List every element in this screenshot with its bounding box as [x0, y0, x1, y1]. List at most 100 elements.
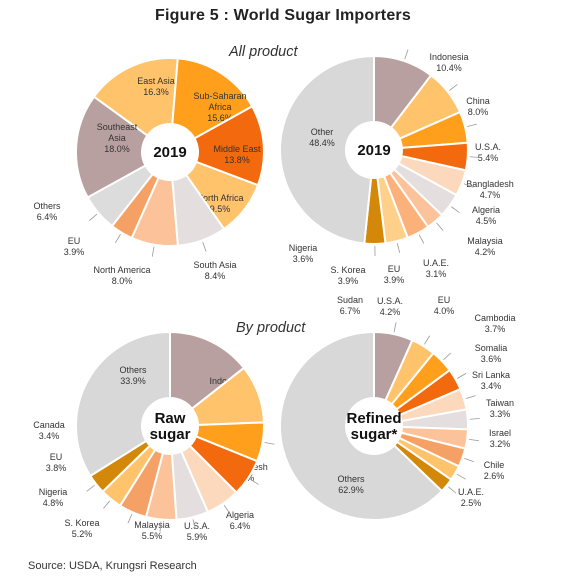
- leader-line-malaysia: [451, 206, 460, 213]
- slice-label-nigeria: Nigeria: [289, 243, 318, 253]
- leader-line-somalia: [465, 395, 476, 399]
- slice-value-south-asia: 8.4%: [205, 271, 226, 281]
- slice-value-eu: 4.0%: [434, 306, 455, 316]
- slice-label-algeria: Algeria: [472, 205, 500, 215]
- slice-label-others: Others: [119, 365, 147, 375]
- slice-value-nigeria: 4.8%: [43, 498, 64, 508]
- leader-line-indonesia: [404, 49, 409, 60]
- leader-line-eu: [443, 352, 452, 361]
- slice-value-taiwan: 3.3%: [490, 409, 511, 419]
- slice-label-eu: EU: [50, 452, 63, 462]
- leader-line-u-s-a: [467, 123, 477, 127]
- source-note: Source: USDA, Krungsri Research: [28, 560, 197, 572]
- slice-label-eu: EU: [438, 295, 451, 305]
- slice-label-other: Other: [311, 127, 334, 137]
- slice-value-chile: 2.6%: [484, 471, 505, 481]
- slice-value-north-america: 8.0%: [112, 276, 133, 286]
- leader-line-nigeria: [127, 513, 133, 524]
- slice-label-nigeria: Nigeria: [39, 487, 68, 497]
- slice-value-eu: 3.9%: [384, 275, 405, 285]
- slice-label-middle-east: Middle East: [213, 144, 261, 154]
- slice-label-eu: EU: [68, 236, 81, 246]
- slice-value-eu: 3.9%: [64, 247, 85, 257]
- slice-value-eu: 3.8%: [46, 463, 67, 473]
- leader-line-china: [449, 84, 458, 91]
- leader-line-israel: [464, 457, 474, 463]
- slice-value-israel: 3.2%: [490, 439, 511, 449]
- slice-value-others: 33.9%: [120, 376, 146, 386]
- slice-value-canada: 3.4%: [39, 431, 60, 441]
- slice-value-china: 8.0%: [468, 107, 489, 117]
- slice-label-sudan: Sudan: [337, 295, 363, 305]
- slice-label-u-s-a: U.S.A.: [475, 142, 501, 152]
- leader-line-algeria: [463, 183, 474, 188]
- slice-label-canada: Canada: [33, 420, 65, 430]
- slice-value-malaysia: 4.2%: [475, 247, 496, 257]
- donut-chart-3: Indonesia14.4%China10.0%Bangladesh6.7%Al…: [33, 330, 275, 542]
- slice-label-algeria: Algeria: [226, 510, 254, 520]
- figure-title: Figure 5 : World Sugar Importers: [155, 7, 411, 24]
- donut-hole: [142, 124, 198, 180]
- slice-value-algeria: 4.5%: [476, 216, 497, 226]
- slice-label-cambodia: Cambodia: [474, 313, 515, 323]
- slice-label-others: Others: [337, 474, 365, 484]
- slice-label-east-asia: East Asia: [137, 76, 175, 86]
- slice-value-sri-lanka: 3.4%: [481, 381, 502, 391]
- donut-center-label: 2019: [357, 142, 390, 159]
- leader-line-algeria: [249, 478, 259, 485]
- slice-label-s-korea: S. Korea: [64, 518, 99, 528]
- slice-label-china: China: [466, 96, 490, 106]
- donut-center-label: 2019: [153, 144, 186, 161]
- leader-line-u-a-e: [436, 222, 444, 231]
- slice-label-u-s-a: U.S.A.: [377, 296, 403, 306]
- slice-label-south-asia: South Asia: [193, 260, 236, 270]
- slice-value-bangladesh: 4.7%: [480, 190, 501, 200]
- slice-value-others: 62.9%: [338, 485, 364, 495]
- slice-label-north-africa: North Africa: [196, 193, 243, 203]
- leader-line-sri-lanka: [469, 418, 480, 420]
- leader-line-north-america: [151, 246, 155, 257]
- slice-label-taiwan: Taiwan: [486, 398, 514, 408]
- slice-label-s-korea: S. Korea: [330, 265, 365, 275]
- slice-value-u-s-a: 5.9%: [187, 532, 208, 542]
- donut-hole: [346, 398, 402, 454]
- slice-value-others: 6.4%: [37, 212, 58, 222]
- slice-label-indonesia: Indonesia: [429, 52, 468, 62]
- leader-line-u-a-e: [448, 486, 457, 494]
- slice-value-algeria: 6.4%: [230, 521, 251, 531]
- leader-line-u-s-a: [424, 335, 430, 345]
- leader-line-bangladesh: [264, 442, 275, 445]
- slice-value-s-korea: 3.9%: [338, 276, 359, 286]
- slice-label-north-america: North America: [93, 265, 150, 275]
- slice-value-north-africa: 9.5%: [210, 204, 231, 214]
- leader-line-u-s-a: [223, 505, 231, 514]
- slice-value-east-asia: 16.3%: [143, 87, 169, 97]
- slice-label-southeast-asia: Southeast Asia: [97, 122, 138, 143]
- slice-value-s-korea: 5.2%: [72, 529, 93, 539]
- slice-label-chile: Chile: [484, 460, 505, 470]
- slice-value-u-a-e: 3.1%: [426, 269, 447, 279]
- leader-line-cambodia: [457, 373, 467, 379]
- leader-line-eu: [114, 234, 121, 244]
- leader-line-bangladesh: [469, 156, 480, 158]
- slice-label-israel: Israel: [489, 428, 511, 438]
- leader-line-malaysia: [192, 519, 196, 530]
- leader-line-eu: [103, 500, 111, 509]
- slice-value-southeast-asia: 18.0%: [104, 144, 130, 154]
- donut-center-label: Raw sugar: [150, 410, 191, 443]
- slice-value-somalia: 3.6%: [481, 354, 502, 364]
- slice-value-cambodia: 3.7%: [485, 324, 506, 334]
- slice-label-u-a-e: U.A.E.: [423, 258, 449, 268]
- leader-line-s-korea: [396, 243, 401, 253]
- slice-value-u-s-a: 4.2%: [380, 307, 401, 317]
- slice-label-u-s-a: U.S.A.: [184, 521, 210, 531]
- slice-value-malaysia: 5.5%: [142, 531, 163, 541]
- leader-line-sudan: [393, 322, 397, 333]
- slice-value-u-s-a: 5.4%: [478, 153, 499, 163]
- slice-value-other: 48.4%: [309, 138, 335, 148]
- slice-label-bangladesh: Bangladesh: [466, 179, 514, 189]
- slice-label-sri-lanka: Sri Lanka: [472, 370, 510, 380]
